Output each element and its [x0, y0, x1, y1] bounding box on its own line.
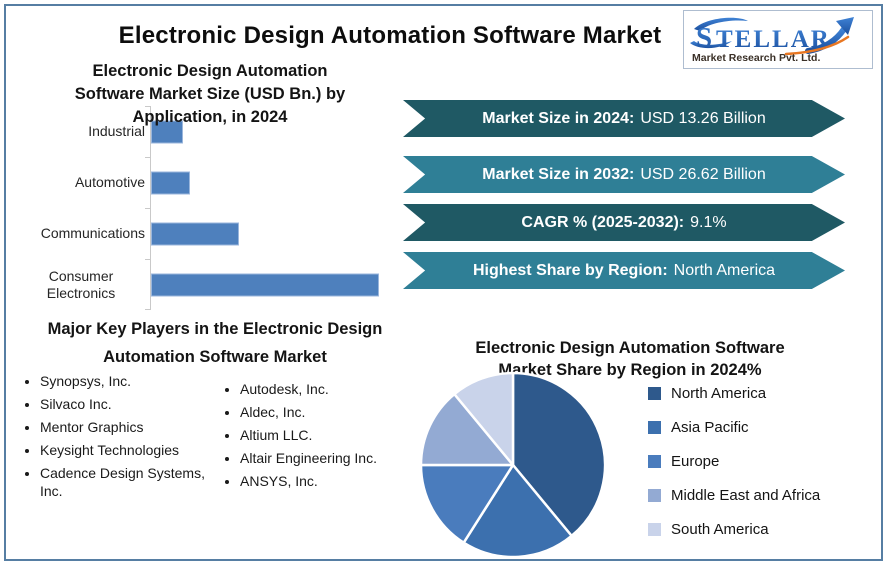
bar-row-automotive: Automotive — [17, 157, 397, 208]
stat-banner-market-size-2032: Market Size in 2032: USD 26.62 Billion — [403, 156, 845, 193]
key-player-item: Silvaco Inc. — [40, 395, 208, 413]
logo-arrow-head — [836, 17, 854, 35]
legend-item-south-america: South America — [648, 521, 820, 538]
stat-value: USD 13.26 Billion — [640, 109, 766, 127]
pie-slice-europe — [419, 463, 515, 544]
bar-track — [145, 157, 397, 208]
legend-label: North America — [671, 385, 767, 402]
key-player-item: Cadence Design Systems, Inc. — [40, 464, 208, 500]
bar-category-label: Industrial — [88, 123, 145, 139]
key-players-title-line2: Automation Software Market — [103, 348, 327, 366]
bar-track — [145, 259, 397, 310]
pie-chart — [419, 371, 607, 559]
bar-category-label: Consumer Electronics — [46, 267, 116, 301]
legend-swatch-icon — [648, 455, 661, 468]
stat-banner-highest-share-region: Highest Share by Region: North America — [403, 252, 845, 289]
stat-banner-market-size-2024: Market Size in 2024: USD 13.26 Billion — [403, 100, 845, 137]
pie-slice-middle-east-and-africa — [419, 392, 515, 467]
bar-value — [151, 222, 239, 245]
legend-item-north-america: North America — [648, 385, 820, 402]
legend-item-middle-east-and-africa: Middle East and Africa — [648, 487, 821, 504]
legend-item-europe: Europe — [648, 453, 820, 470]
pie-legend: North America Asia Pacific Europe Middle Ea… — [648, 385, 821, 556]
stat-value: North America — [673, 261, 776, 279]
key-player-item: Autodesk, Inc. — [240, 380, 418, 398]
stellar-logo-art: S TELLAR — [690, 17, 854, 55]
stat-value: 9.1% — [690, 213, 727, 231]
key-player-item: Synopsys, Inc. — [40, 372, 208, 390]
bar-value — [151, 171, 190, 194]
stat-banner-cagr: CAGR % (2025-2032): 9.1% — [403, 204, 845, 241]
bar-row-industrial: Industrial — [17, 106, 397, 157]
key-player-item: Keysight Technologies — [40, 441, 208, 459]
key-players-column-2: Autodesk, Inc. Aldec, Inc. Altium LLC. Alta… — [226, 380, 418, 495]
bar-category-label: Communications — [40, 225, 145, 241]
legend-item-asia-pacific: Asia Pacific — [648, 419, 820, 436]
bar-value — [151, 120, 183, 143]
bar-row-communications: Communications — [17, 208, 397, 259]
bar-value — [151, 273, 380, 296]
key-player-item: Altair Engineering Inc. — [240, 449, 418, 467]
key-players-title-line1: Major Key Players in the Electronic Desi… — [47, 320, 383, 338]
logo-orange-swoosh — [784, 35, 850, 55]
logo-tagline: Market Research Pvt. Ltd. — [692, 52, 821, 64]
key-player-item: ANSYS, Inc. — [240, 472, 418, 490]
bar-track — [145, 208, 397, 259]
legend-label: South America — [671, 521, 769, 538]
stellar-logo: S TELLAR Market Research Pvt. Ltd. — [683, 10, 873, 69]
pie-chart-title: Electronic Design Automation Software Ma… — [420, 337, 840, 381]
pie-slice-asia-pacific — [462, 463, 573, 559]
key-players-title: Major Key Players in the Electronic Desi… — [15, 315, 415, 371]
svg-text:S: S — [696, 22, 713, 54]
stat-label: Market Size in 2024: — [482, 109, 635, 127]
legend-swatch-icon — [648, 489, 661, 502]
stat-value: USD 26.62 Billion — [640, 165, 766, 183]
bar-row-consumer-electronics: Consumer Electronics — [17, 259, 397, 310]
bar-chart-title-line2: Software Market Size (USD Bn.) by — [74, 85, 346, 103]
key-player-item: Mentor Graphics — [40, 418, 208, 436]
legend-label: Asia Pacific — [671, 419, 749, 436]
legend-swatch-icon — [648, 523, 661, 536]
legend-swatch-icon — [648, 421, 661, 434]
stat-label: Market Size in 2032: — [482, 165, 635, 183]
key-player-item: Altium LLC. — [240, 426, 418, 444]
pie-chart-title-line1: Electronic Design Automation Software — [475, 339, 785, 357]
key-player-item: Aldec, Inc. — [240, 403, 418, 421]
pie-chart-title-line2: Market Share by Region in 2024% — [498, 361, 762, 379]
pie-slice-south-america — [453, 371, 515, 467]
bar-category-label: Automotive — [74, 174, 145, 190]
bar-chart-title-line1: Electronic Design Automation — [92, 62, 328, 80]
legend-label: Middle East and Africa — [671, 487, 821, 504]
stat-label: Highest Share by Region: — [472, 261, 668, 279]
legend-label: Europe — [671, 453, 720, 470]
bar-chart: Industrial Automotive Communications Consum… — [17, 106, 397, 310]
logo-s-swoosh-bottom — [690, 41, 732, 49]
legend-swatch-icon — [648, 387, 661, 400]
page-title: Electronic Design Automation Software Ma… — [118, 22, 662, 49]
key-players-column-1: Synopsys, Inc. Silvaco Inc. Mentor Graphic… — [26, 372, 208, 505]
logo-s-swoosh-top — [694, 17, 748, 31]
stat-label: CAGR % (2025-2032): — [521, 213, 685, 231]
pie-slice-north-america — [511, 371, 607, 538]
bar-track — [145, 106, 397, 157]
